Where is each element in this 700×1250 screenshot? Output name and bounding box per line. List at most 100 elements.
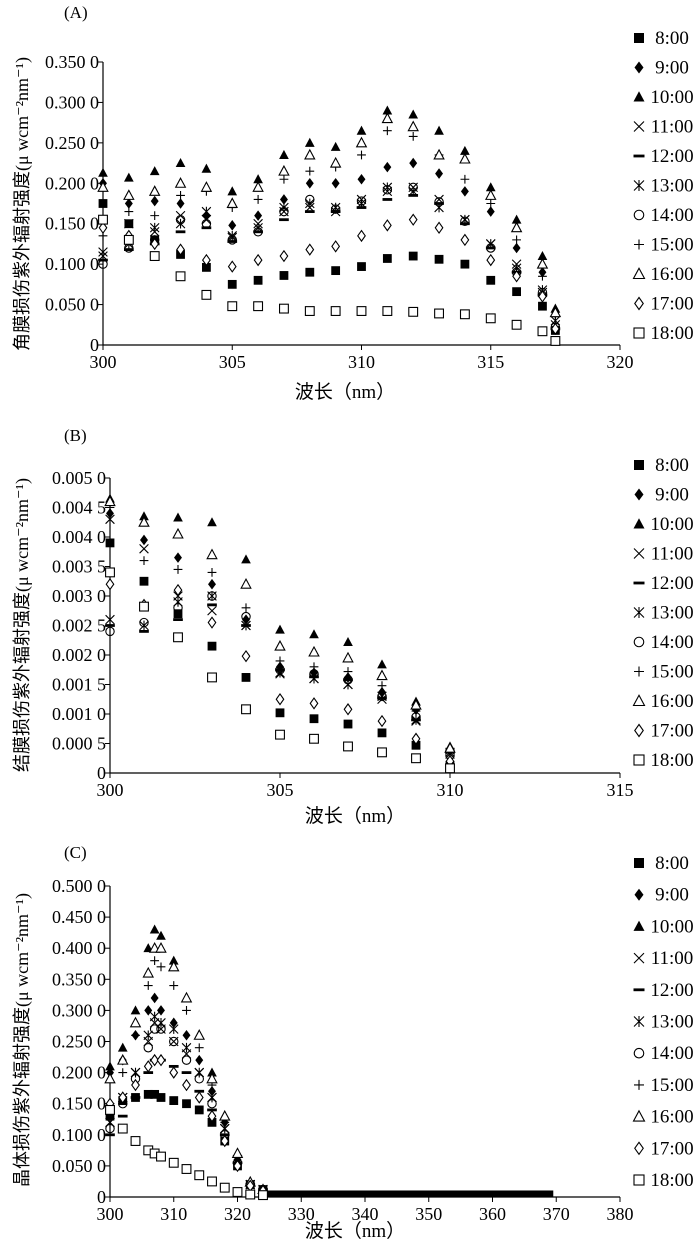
data-point <box>226 197 239 209</box>
y-tick-label: 0.250 0 <box>45 133 99 153</box>
data-point <box>304 306 315 316</box>
filled-triangle-icon <box>633 518 645 529</box>
x-cross-icon <box>633 952 645 964</box>
data-point <box>377 747 387 758</box>
data-point <box>194 1074 204 1084</box>
data-point <box>512 242 521 254</box>
legend-entry: 8:00 <box>655 455 689 476</box>
data-point <box>116 1053 129 1065</box>
panel-label: (B) <box>64 426 87 445</box>
data-point <box>124 207 134 216</box>
star-cross-icon <box>633 180 645 191</box>
data-point <box>258 1190 268 1201</box>
data-point <box>460 214 470 225</box>
data-point <box>275 729 285 740</box>
data-point <box>149 222 160 233</box>
data-point <box>139 630 149 633</box>
data-point <box>181 1042 192 1053</box>
data-point <box>459 309 470 320</box>
open-triangle-icon <box>632 1109 646 1122</box>
y-tick-label: 0.450 0 <box>52 907 106 927</box>
series-1500 <box>105 503 455 754</box>
filled-square-icon <box>634 33 644 43</box>
y-tick-label: 0.300 0 <box>45 92 99 112</box>
data-point <box>410 698 422 710</box>
legend-entry: 9:00 <box>655 485 689 506</box>
data-point <box>254 210 263 221</box>
data-point <box>357 173 366 185</box>
data-point <box>460 145 470 155</box>
data-point <box>174 177 187 188</box>
data-point <box>124 248 134 251</box>
series-1700 <box>98 213 560 336</box>
data-point <box>377 659 387 669</box>
data-point <box>139 576 149 586</box>
x-cross-icon <box>633 121 645 132</box>
data-point <box>376 669 388 681</box>
data-point <box>411 715 421 725</box>
data-point <box>105 567 115 578</box>
plus-icon <box>634 1079 644 1090</box>
data-point <box>275 708 285 718</box>
x-tick-label: 350 <box>415 1204 442 1224</box>
data-point <box>218 1109 231 1121</box>
data-point <box>208 578 216 590</box>
data-point <box>195 1054 204 1066</box>
data-point <box>253 253 263 267</box>
data-point <box>220 1134 230 1148</box>
data-point <box>148 185 161 196</box>
data-point <box>169 981 179 990</box>
data-point <box>536 257 549 269</box>
data-point <box>408 306 419 317</box>
data-point <box>105 577 115 591</box>
data-point <box>278 164 290 176</box>
data-point <box>130 1136 141 1146</box>
data-point <box>342 651 354 663</box>
data-point <box>140 534 148 546</box>
data-point <box>279 194 288 205</box>
data-point <box>434 308 444 319</box>
data-point <box>98 251 108 261</box>
data-point <box>355 136 368 148</box>
data-point <box>182 1030 191 1041</box>
series-1800 <box>105 567 455 774</box>
legend-entry: 14:00 <box>650 205 693 226</box>
open-diamond-icon <box>634 723 644 738</box>
data-point <box>382 185 393 195</box>
legend-entry: 16:00 <box>650 264 693 285</box>
data-point <box>356 125 367 135</box>
data-point <box>275 667 285 678</box>
x-tick-label: 305 <box>267 780 294 800</box>
data-point <box>150 211 160 221</box>
y-axis-title: 晶体损伤紫外辐射强度(μ wcm⁻²nm⁻¹) <box>12 893 33 1187</box>
data-point <box>460 174 470 184</box>
data-point <box>408 251 418 261</box>
data-point <box>252 181 264 192</box>
data-point <box>118 1068 128 1077</box>
data-point <box>381 112 394 124</box>
legend-entry: 15:00 <box>650 1075 693 1096</box>
data-point <box>408 213 418 226</box>
data-point <box>175 158 186 168</box>
series-1800 <box>98 214 561 346</box>
data-point <box>131 1078 140 1092</box>
legend-entry: 12:00 <box>650 980 693 1001</box>
data-point <box>460 186 469 197</box>
data-point <box>329 156 342 168</box>
data-point <box>330 306 341 316</box>
y-tick-label: 0.250 0 <box>52 1032 106 1052</box>
data-point <box>549 306 562 318</box>
series-1000 <box>98 105 561 313</box>
data-point <box>130 1096 141 1099</box>
legend-entry: 12:00 <box>650 146 693 167</box>
data-point <box>330 204 341 214</box>
data-point <box>253 174 263 184</box>
legend-entry: 10:00 <box>650 514 693 535</box>
data-point <box>173 632 183 643</box>
data-point <box>357 229 366 243</box>
star-cross-icon <box>633 607 645 618</box>
data-point <box>150 195 159 207</box>
data-point <box>105 1111 115 1121</box>
legend-entry: 17:00 <box>650 294 693 315</box>
data-point <box>173 512 183 522</box>
